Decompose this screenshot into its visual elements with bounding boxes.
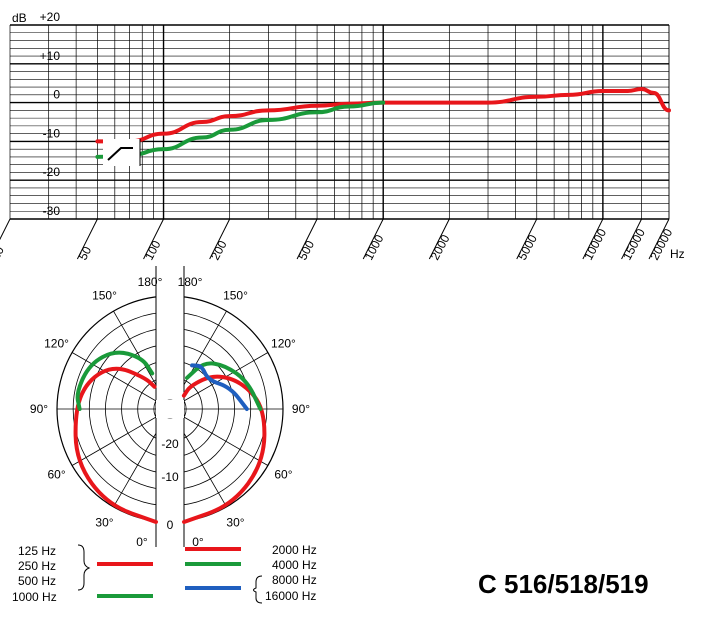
polar-diagram-labels: 180° 180° 150° 150° 120° 120° 90° 90° 60° 60° 30° 3… — [30, 275, 310, 549]
polar-angle-label: 90° — [292, 402, 310, 416]
polar-curve-left-1 — [75, 350, 155, 411]
y-tick-label: 0 — [53, 88, 60, 102]
polar-angle-label: 60° — [274, 468, 292, 482]
x-tick-label: 20 — [0, 244, 7, 263]
legend-label-4000hz: 4000 Hz — [272, 558, 317, 572]
y-tick-label: -10 — [43, 126, 61, 140]
x-tick-mark — [0, 218, 11, 241]
x-tick-mark — [296, 218, 318, 260]
frequency-curve-green — [95, 100, 386, 159]
x-tick-label: 200 — [208, 238, 230, 263]
low-cut-switch-symbol — [103, 139, 141, 166]
legend-brace-right — [253, 575, 263, 604]
y-tick-label: -20 — [43, 165, 61, 179]
x-tick-label: 1000 — [361, 232, 386, 262]
x-tick-label: 15000 — [620, 226, 648, 262]
x-tick-mark — [76, 218, 98, 260]
polar-angle-label: 150° — [92, 289, 117, 303]
legend-label-16000hz: 16000 Hz — [265, 589, 316, 603]
legend-label-125hz: 125 Hz — [18, 544, 56, 558]
x-tick-mark — [516, 218, 538, 260]
frequency-response-series — [95, 87, 671, 159]
polar-curve-left-0 — [73, 366, 158, 524]
legend-label-2000hz: 2000 Hz — [272, 543, 317, 557]
polar-curve-right-2 — [181, 374, 267, 524]
legend-label-1000hz: 1000 Hz — [12, 590, 57, 604]
frequency-response-y-axis: +20 +10 0 -10 -20 -30 — [40, 10, 61, 218]
frequency-response-x-axis: 20 50 100 200 500 1000 2000 5000 10000 15000 20000 — [0, 218, 675, 263]
polar-angle-label: 120° — [44, 337, 69, 351]
polar-spoke — [71, 352, 171, 410]
polar-angle-label: 0° — [136, 535, 148, 549]
legend-label-8000hz: 8000 Hz — [272, 573, 317, 587]
x-tick-label: 5000 — [515, 232, 540, 262]
y-tick-label: +20 — [40, 10, 61, 24]
x-tick-mark — [143, 218, 164, 260]
polar-angle-label: 30° — [226, 515, 244, 529]
polar-angle-label: 60° — [47, 468, 65, 482]
x-tick-mark — [362, 218, 384, 260]
legend-label-250hz: 250 Hz — [18, 559, 56, 573]
x-axis-unit-label: Hz — [670, 247, 685, 261]
polar-center-gap — [156, 400, 184, 418]
x-tick-label: 100 — [142, 238, 164, 263]
x-tick-mark — [621, 218, 643, 260]
polar-angle-label: 90° — [30, 402, 48, 416]
polar-angle-label: 150° — [223, 289, 248, 303]
polar-angle-label: 180° — [178, 275, 203, 289]
x-tick-label: 10000 — [581, 226, 609, 262]
x-tick-mark — [428, 218, 450, 260]
legend-brace-left — [77, 544, 91, 591]
x-tick-label: 2000 — [428, 232, 453, 262]
polar-radial-label: -10 — [161, 470, 179, 484]
polar-angle-label: 120° — [271, 337, 296, 351]
polar-angle-label: 30° — [95, 515, 113, 529]
y-tick-label: +10 — [40, 49, 61, 63]
polar-spoke — [169, 352, 269, 410]
legend: 125 Hz 250 Hz 500 Hz 1000 Hz 2000 Hz 400… — [12, 543, 317, 604]
y-tick-label: -30 — [43, 204, 61, 218]
polar-radial-label: 0 — [167, 518, 174, 532]
x-tick-label: 500 — [295, 238, 317, 263]
polar-spoke — [169, 408, 269, 466]
polar-diagram-grid — [56, 266, 284, 552]
polar-curve-right-3 — [185, 361, 263, 411]
model-name: C 516/518/519 — [478, 569, 649, 599]
frequency-response-grid — [9, 24, 670, 220]
frequency-curve-red — [95, 87, 671, 144]
x-tick-mark — [648, 218, 670, 260]
x-tick-mark — [582, 218, 604, 260]
polar-spoke — [71, 408, 171, 466]
polar-angle-label: 0° — [192, 535, 204, 549]
y-axis-unit-label: dB — [12, 11, 27, 25]
polar-angle-label: 180° — [138, 275, 163, 289]
polar-curve-right-4 — [190, 363, 249, 411]
legend-label-500hz: 500 Hz — [18, 574, 56, 588]
x-tick-label: 50 — [76, 244, 95, 263]
polar-pattern-series — [73, 350, 267, 524]
polar-radial-label: -20 — [161, 437, 179, 451]
x-tick-mark — [209, 218, 231, 260]
